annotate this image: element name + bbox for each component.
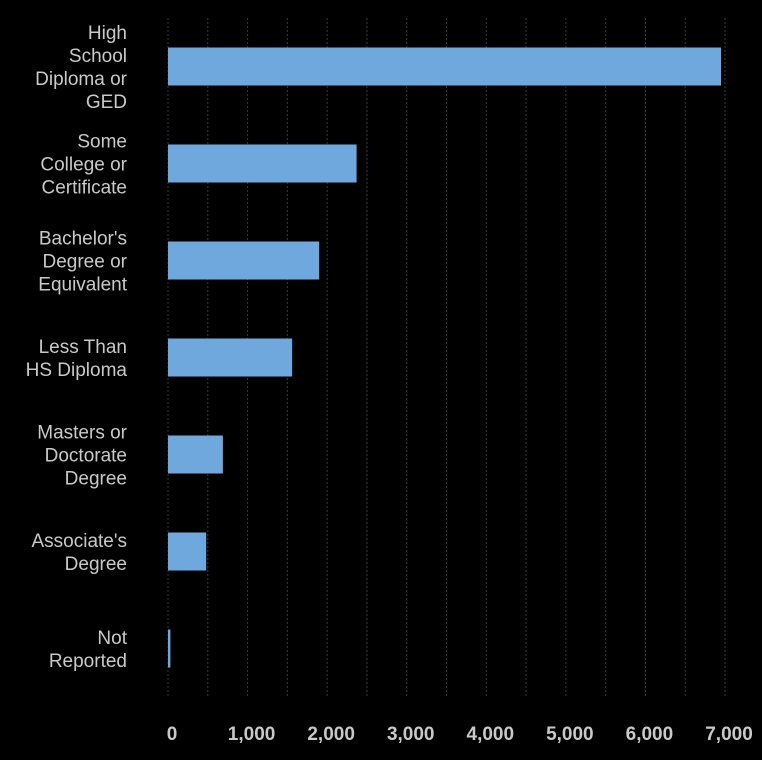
- x-axis-tick-labels: 0 1,000 2,000 3,000 4,000 5,000 6,000 7,000: [167, 724, 753, 745]
- category-label: Associate's: [31, 531, 127, 552]
- bar-layer: [168, 47, 722, 668]
- x-tick-label: 4,000: [467, 724, 515, 745]
- category-label: GED: [86, 92, 127, 113]
- category-label: Bachelor's: [39, 229, 127, 250]
- category-label: Degree: [65, 554, 127, 575]
- category-label: Equivalent: [38, 275, 127, 296]
- category-label: Some: [77, 132, 127, 153]
- category-label: School: [69, 46, 127, 67]
- category-label: Degree: [65, 469, 127, 490]
- category-label: Reported: [49, 651, 127, 672]
- grid-layer: [167, 18, 726, 697]
- bar: [168, 144, 357, 183]
- bar: [168, 435, 223, 474]
- category-label: Doctorate: [45, 446, 127, 467]
- category-label: Diploma or: [35, 69, 128, 90]
- category-label: Degree or: [43, 252, 128, 273]
- category-label: College or: [40, 155, 127, 176]
- category-label: High: [88, 23, 127, 44]
- x-tick-label: 6,000: [626, 724, 674, 745]
- bar: [168, 338, 293, 377]
- category-label: Masters or: [37, 423, 127, 444]
- x-tick-label: 1,000: [228, 724, 276, 745]
- x-tick-label: 2,000: [307, 724, 355, 745]
- category-label: Less Than: [39, 337, 127, 358]
- bar: [168, 241, 320, 280]
- x-tick-label: 7,000: [705, 724, 753, 745]
- category-label: Not: [97, 628, 127, 649]
- x-tick-label: 3,000: [387, 724, 435, 745]
- x-tick-label: 0: [167, 724, 178, 745]
- category-label: Certificate: [41, 178, 127, 199]
- bar: [168, 629, 171, 668]
- x-tick-label: 5,000: [546, 724, 594, 745]
- bar: [168, 47, 722, 86]
- category-label: HS Diploma: [26, 360, 128, 381]
- bar: [168, 532, 207, 571]
